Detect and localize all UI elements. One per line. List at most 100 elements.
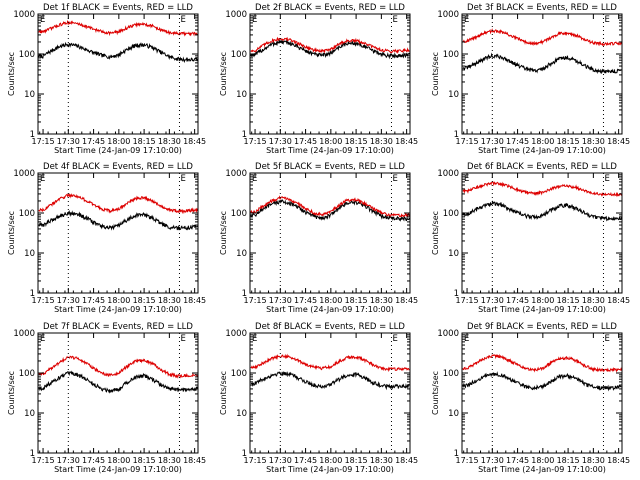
y-tick-label: 1 [454,449,459,459]
y-tick-label: 10 [24,249,35,259]
plot-frame [249,332,411,454]
marker-label-left: E [252,334,257,344]
lld-series-line [250,36,410,54]
y-tick-label: 10 [448,409,459,419]
panel-title: Det 4f BLACK = Events, RED = LLD [43,162,193,172]
y-axis-label: Counts/sec [219,371,228,415]
x-tick-label: 18:00 [107,456,130,465]
y-tick-label: 1 [242,449,247,459]
y-tick-label: 1000 [13,329,35,339]
x-axis-label: Start Time (24-Jan-09 17:10:00) [54,146,182,155]
y-tick-label: 10 [236,90,247,100]
y-tick-label: 100 [443,50,459,60]
y-tick-label: 10 [24,409,35,419]
x-tick-label: 17:30 [57,137,80,146]
events-series-line [250,39,410,60]
x-tick-label: 17:45 [506,296,529,305]
panel-title: Det 6f BLACK = Events, RED = LLD [467,162,617,172]
x-axis-label: Start Time (24-Jan-09 17:10:00) [478,146,606,155]
x-tick-label: 18:45 [395,296,418,305]
x-tick-label: 18:15 [133,456,156,465]
y-tick-label: 100 [443,209,459,219]
x-tick-label: 18:00 [319,137,342,146]
panel-title: Det 1f BLACK = Events, RED = LLD [43,3,193,13]
events-series-line [462,52,622,75]
x-tick-label: 18:00 [319,456,342,465]
y-tick-label: 1000 [437,169,459,179]
x-tick-label: 18:30 [582,456,605,465]
detector-panel-9: Det 9f BLACK = Events, RED = LLD E E 1 10 100… [431,322,630,474]
marker-label-left: E [40,334,45,344]
plot-frame [461,172,623,294]
plot-frame [461,13,623,135]
x-axis-label: Start Time (24-Jan-09 17:10:00) [478,305,606,314]
x-tick-label: 17:15 [456,456,479,465]
x-tick-label: 17:15 [244,296,267,305]
marker-label-left: E [252,15,257,25]
x-tick-label: 18:15 [345,456,368,465]
x-tick-label: 17:45 [506,137,529,146]
detector-panel-3: Det 3f BLACK = Events, RED = LLD E E 1 10 100… [431,3,630,155]
plot-frame [37,172,199,294]
x-tick-label: 18:45 [395,456,418,465]
y-tick-label: 100 [231,369,247,379]
y-axis-label: Counts/sec [431,52,440,96]
y-tick-label: 100 [443,369,459,379]
x-tick-label: 17:15 [32,296,55,305]
detector-panel-5: Det 5f BLACK = Events, RED = LLD E E 1 10 100… [219,162,418,314]
y-axis-label: Counts/sec [7,52,16,96]
x-tick-label: 17:30 [481,296,504,305]
y-tick-label: 10 [236,409,247,419]
panel-title: Det 8f BLACK = Events, RED = LLD [255,322,405,332]
x-tick-label: 18:30 [158,137,181,146]
x-tick-label: 18:00 [531,296,554,305]
marker-label-left: E [464,15,469,25]
y-tick-label: 1 [30,449,35,459]
events-series-line [250,371,410,391]
y-tick-label: 1000 [437,329,459,339]
y-tick-label: 100 [231,50,247,60]
x-tick-label: 17:15 [244,456,267,465]
x-tick-label: 18:30 [158,456,181,465]
x-tick-label: 18:30 [582,296,605,305]
x-tick-label: 17:45 [506,456,529,465]
x-tick-label: 18:45 [183,296,206,305]
x-tick-label: 18:15 [345,296,368,305]
y-tick-label: 1 [30,289,35,299]
x-tick-label: 17:45 [294,456,317,465]
plot-frame [37,332,199,454]
marker-label-right: E [180,174,185,184]
x-tick-label: 18:30 [582,137,605,146]
x-tick-label: 18:15 [557,137,580,146]
x-tick-label: 18:00 [107,137,130,146]
x-tick-label: 18:30 [158,296,181,305]
x-tick-label: 18:30 [370,456,393,465]
marker-label-left: E [252,174,257,184]
x-tick-label: 17:30 [481,137,504,146]
events-series-line [38,210,198,231]
panel-title: Det 9f BLACK = Events, RED = LLD [467,322,617,332]
x-axis-label: Start Time (24-Jan-09 17:10:00) [478,465,606,474]
x-tick-label: 17:30 [269,296,292,305]
marker-label-right: E [392,334,397,344]
x-tick-label: 18:45 [183,456,206,465]
panel-title: Det 3f BLACK = Events, RED = LLD [467,3,617,13]
x-tick-label: 18:15 [133,296,156,305]
y-tick-label: 10 [236,249,247,259]
plot-frame [461,332,623,454]
marker-label-right: E [392,174,397,184]
y-tick-label: 10 [24,90,35,100]
x-tick-label: 17:45 [82,296,105,305]
x-axis-label: Start Time (24-Jan-09 17:10:00) [266,146,394,155]
detector-panel-2: Det 2f BLACK = Events, RED = LLD E E 1 10 100… [219,3,418,155]
plot-frame [249,13,411,135]
lld-series-line [38,355,198,379]
marker-label-left: E [40,174,45,184]
detector-panel-7: Det 7f BLACK = Events, RED = LLD E E 1 10 100… [7,322,206,474]
events-series-line [38,41,198,64]
x-axis-label: Start Time (24-Jan-09 17:10:00) [266,465,394,474]
y-axis-label: Counts/sec [431,371,440,415]
x-tick-label: 17:15 [456,137,479,146]
y-tick-label: 10 [448,249,459,259]
